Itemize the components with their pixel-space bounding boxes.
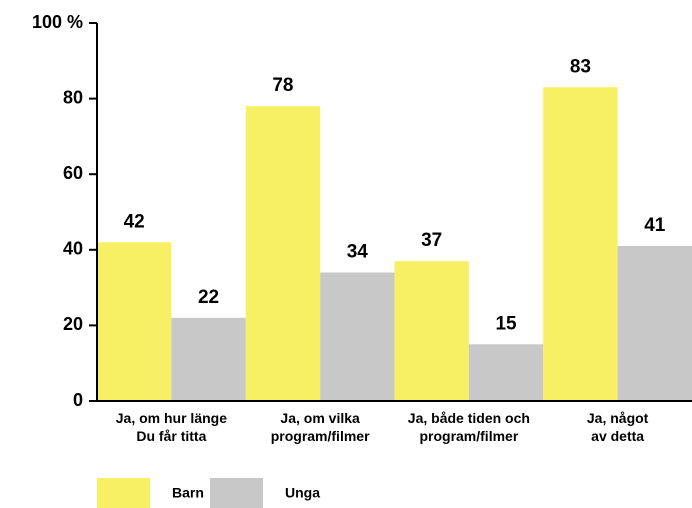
value-label: 41 <box>644 215 666 236</box>
legend-label: Barn <box>172 485 204 501</box>
value-label: 34 <box>347 241 369 262</box>
y-tick-label: 100 % <box>32 12 83 32</box>
value-label: 83 <box>570 56 591 77</box>
bar <box>543 87 618 401</box>
value-label: 22 <box>198 287 219 308</box>
bar <box>617 246 692 401</box>
bar <box>468 344 544 401</box>
value-label: 15 <box>495 313 517 334</box>
y-tick-label: 40 <box>63 239 83 259</box>
y-tick-label: 80 <box>63 87 83 107</box>
legend-swatch <box>97 478 150 508</box>
bar <box>394 261 469 401</box>
bar <box>171 317 246 401</box>
y-tick-label: 60 <box>63 163 83 183</box>
y-tick-label: 20 <box>63 314 83 334</box>
bar <box>97 242 172 401</box>
value-label: 42 <box>124 211 145 232</box>
x-tick-label: Ja, både tiden och program/filmer <box>408 410 530 444</box>
legend-swatch <box>210 478 263 508</box>
value-label: 78 <box>272 75 293 96</box>
value-label: 37 <box>421 230 442 251</box>
y-tick-label: 0 <box>73 390 83 410</box>
x-tick-label: Ja, något av detta <box>587 410 649 444</box>
x-tick-label: Ja, om vilka program/filmer <box>271 410 370 444</box>
bar <box>320 272 395 401</box>
x-tick-label: Ja, om hur länge Du får titta <box>116 410 227 444</box>
legend-label: Unga <box>285 485 320 501</box>
bar <box>245 106 321 401</box>
